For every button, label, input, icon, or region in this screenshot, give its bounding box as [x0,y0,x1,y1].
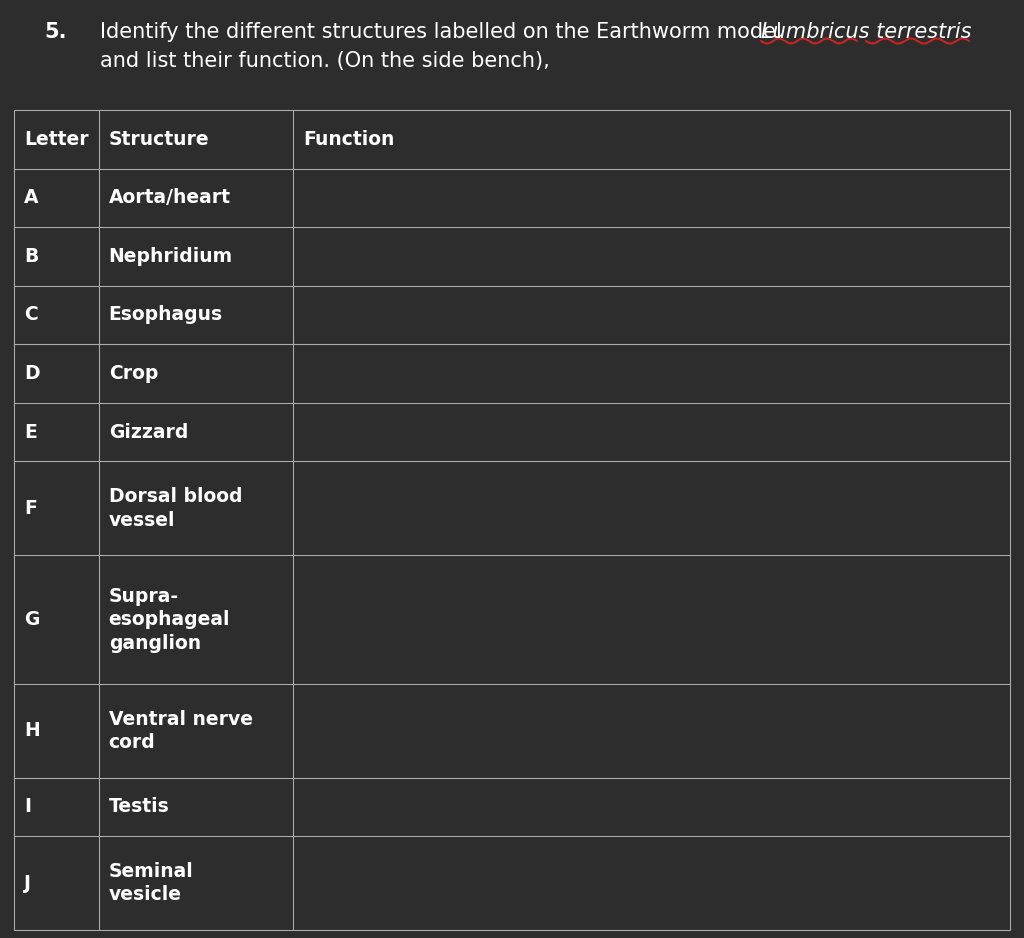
Text: D: D [24,364,40,383]
Text: Letter: Letter [24,129,89,149]
Text: B: B [24,247,38,266]
Text: Identify the different structures labelled on the Earthworm model: Identify the different structures labell… [100,22,788,42]
Text: Nephridium: Nephridium [109,247,232,266]
Text: I: I [24,797,31,816]
Text: Crop: Crop [109,364,158,383]
Text: E: E [24,423,37,442]
Text: Structure: Structure [109,129,209,149]
Text: 5.: 5. [44,22,67,42]
Text: Seminal
vesicle: Seminal vesicle [109,862,194,904]
Text: Dorsal blood
vessel: Dorsal blood vessel [109,487,242,530]
Text: C: C [24,306,38,325]
Text: Supra-
esophageal
ganglion: Supra- esophageal ganglion [109,586,230,653]
Text: Lumbricus terrestris: Lumbricus terrestris [761,22,972,42]
Text: Esophagus: Esophagus [109,306,223,325]
Text: and list their function. (On the side bench),: and list their function. (On the side be… [100,51,550,71]
Text: H: H [24,721,40,740]
Text: J: J [24,873,31,893]
Text: F: F [24,499,37,518]
Text: G: G [24,610,39,629]
Text: A: A [24,189,39,207]
Bar [14,110,1010,930]
Text: Testis: Testis [109,797,169,816]
Text: Ventral nerve
cord: Ventral nerve cord [109,710,253,752]
Text: Function: Function [303,129,394,149]
Text: Gizzard: Gizzard [109,423,188,442]
Text: Aorta/heart: Aorta/heart [109,189,230,207]
